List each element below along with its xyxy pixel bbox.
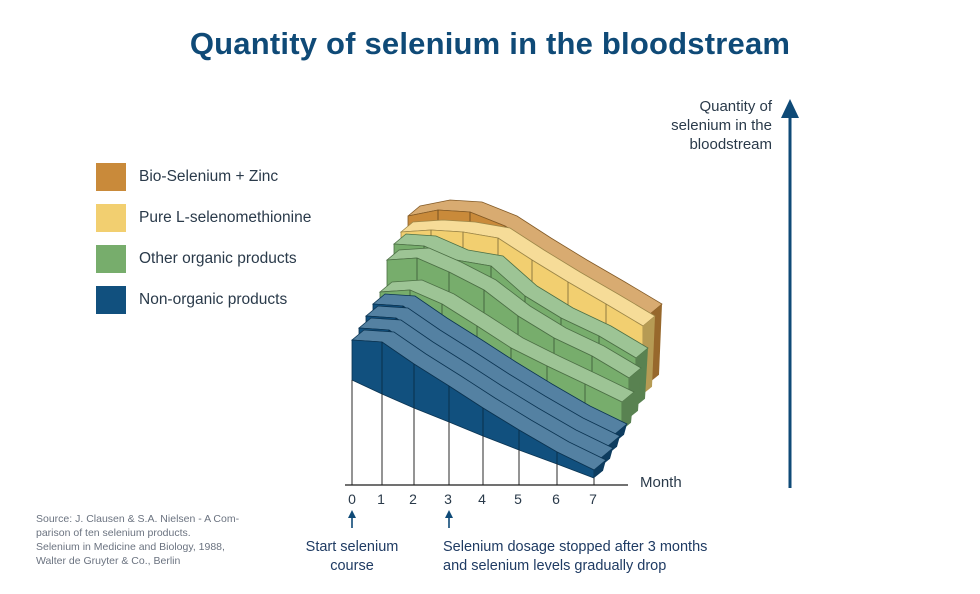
y-axis-title-line: Quantity of [699, 98, 772, 115]
start-course-note-line: course [330, 558, 374, 574]
y-axis-title-line: bloodstream [689, 136, 772, 153]
legend-swatch-bio-selenium [96, 163, 126, 191]
x-tick-label: 1 [377, 491, 385, 507]
x-tick-label: 4 [478, 491, 486, 507]
legend-swatch-pure-l-selenomethionine [96, 204, 126, 232]
legend-swatch-other-organic [96, 245, 126, 273]
dosage-stopped-note: Selenium dosage stopped after 3 months a… [443, 538, 773, 576]
dosage-stopped-note-line: Selenium dosage stopped after 3 months [443, 539, 708, 555]
source-note: Source: J. Clausen & S.A. Nielsen - A Co… [36, 512, 286, 568]
x-tick-label: 3 [444, 491, 452, 507]
x-tick-label: 5 [514, 491, 522, 507]
x-axis-title: Month [640, 474, 682, 491]
series-ribbon [350, 329, 607, 479]
legend-label-non-organic: Non-organic products [139, 291, 288, 308]
x-tick-label: 6 [552, 491, 560, 507]
x-tick-label: 0 [348, 491, 356, 507]
source-line: parison of ten selenium products. [36, 527, 191, 539]
dosage-stopped-note-line: and selenium levels gradually drop [443, 558, 667, 574]
source-line: Source: J. Clausen & S.A. Nielsen - A Co… [36, 513, 240, 525]
start-course-note: Start selenium course [296, 538, 408, 576]
start-arrow-head [348, 510, 356, 518]
source-line: Walter de Gruyter & Co., Berlin [36, 555, 181, 567]
y-axis-title: Quantity of selenium in the bloodstream [671, 97, 772, 154]
source-line: Selenium in Medicine and Biology, 1988, [36, 541, 225, 553]
legend-label-other-organic: Other organic products [139, 250, 297, 267]
y-axis-arrowhead [781, 99, 799, 118]
legend-swatch-non-organic [96, 286, 126, 314]
start-course-note-line: Start selenium [305, 539, 399, 555]
chart-title: Quantity of selenium in the bloodstream [189, 26, 791, 61]
y-axis-title-line: selenium in the [671, 117, 772, 134]
x-tick-label: 2 [409, 491, 417, 507]
stop-arrow-head [445, 510, 453, 518]
ribbon-edge [622, 392, 634, 430]
legend-label-bio-selenium: Bio-Selenium + Zinc [139, 168, 279, 185]
x-tick-label: 7 [589, 491, 597, 507]
legend-label-pure-l-selenomethionine: Pure L-selenomethionine [139, 209, 312, 226]
ribbon-edge [594, 460, 606, 478]
